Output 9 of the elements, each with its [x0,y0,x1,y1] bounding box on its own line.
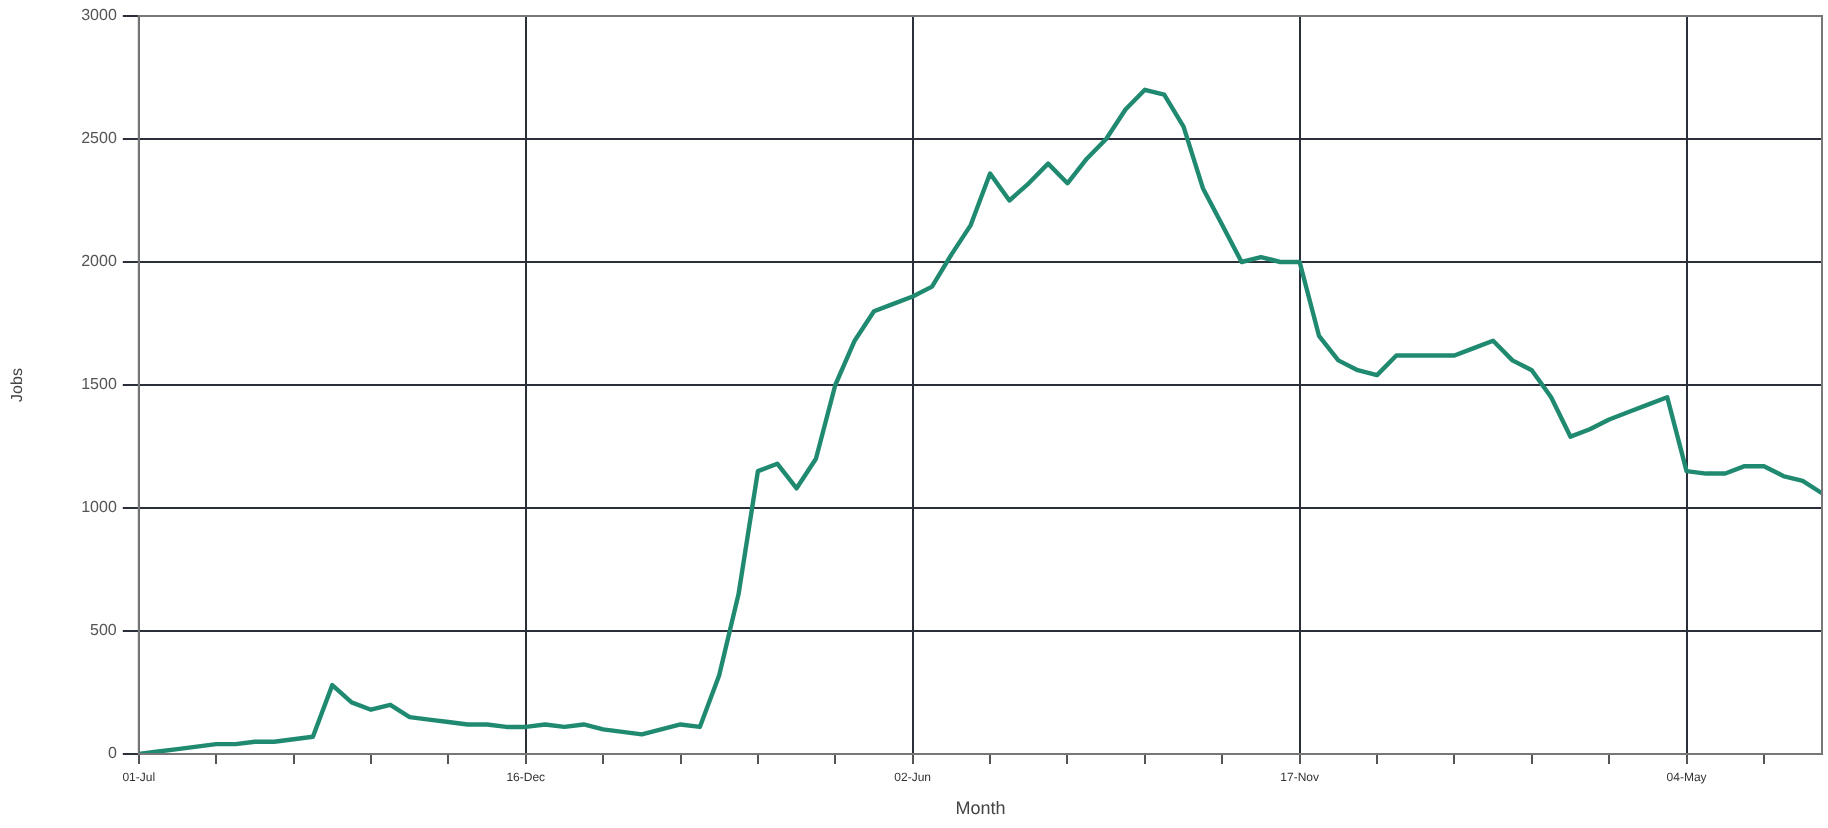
y-tick-label: 0 [107,744,118,763]
y-tick-label: 1500 [81,375,118,394]
y-tick-label: 2500 [81,129,118,148]
x-axis-title: Month [955,798,1006,819]
y-tick-label: 2000 [81,252,118,271]
y-tick-label: 500 [90,621,118,640]
y-axis-title: Jobs [8,368,27,402]
y-tick-label: 1000 [81,498,118,517]
y-tick-label: 3000 [81,6,118,25]
